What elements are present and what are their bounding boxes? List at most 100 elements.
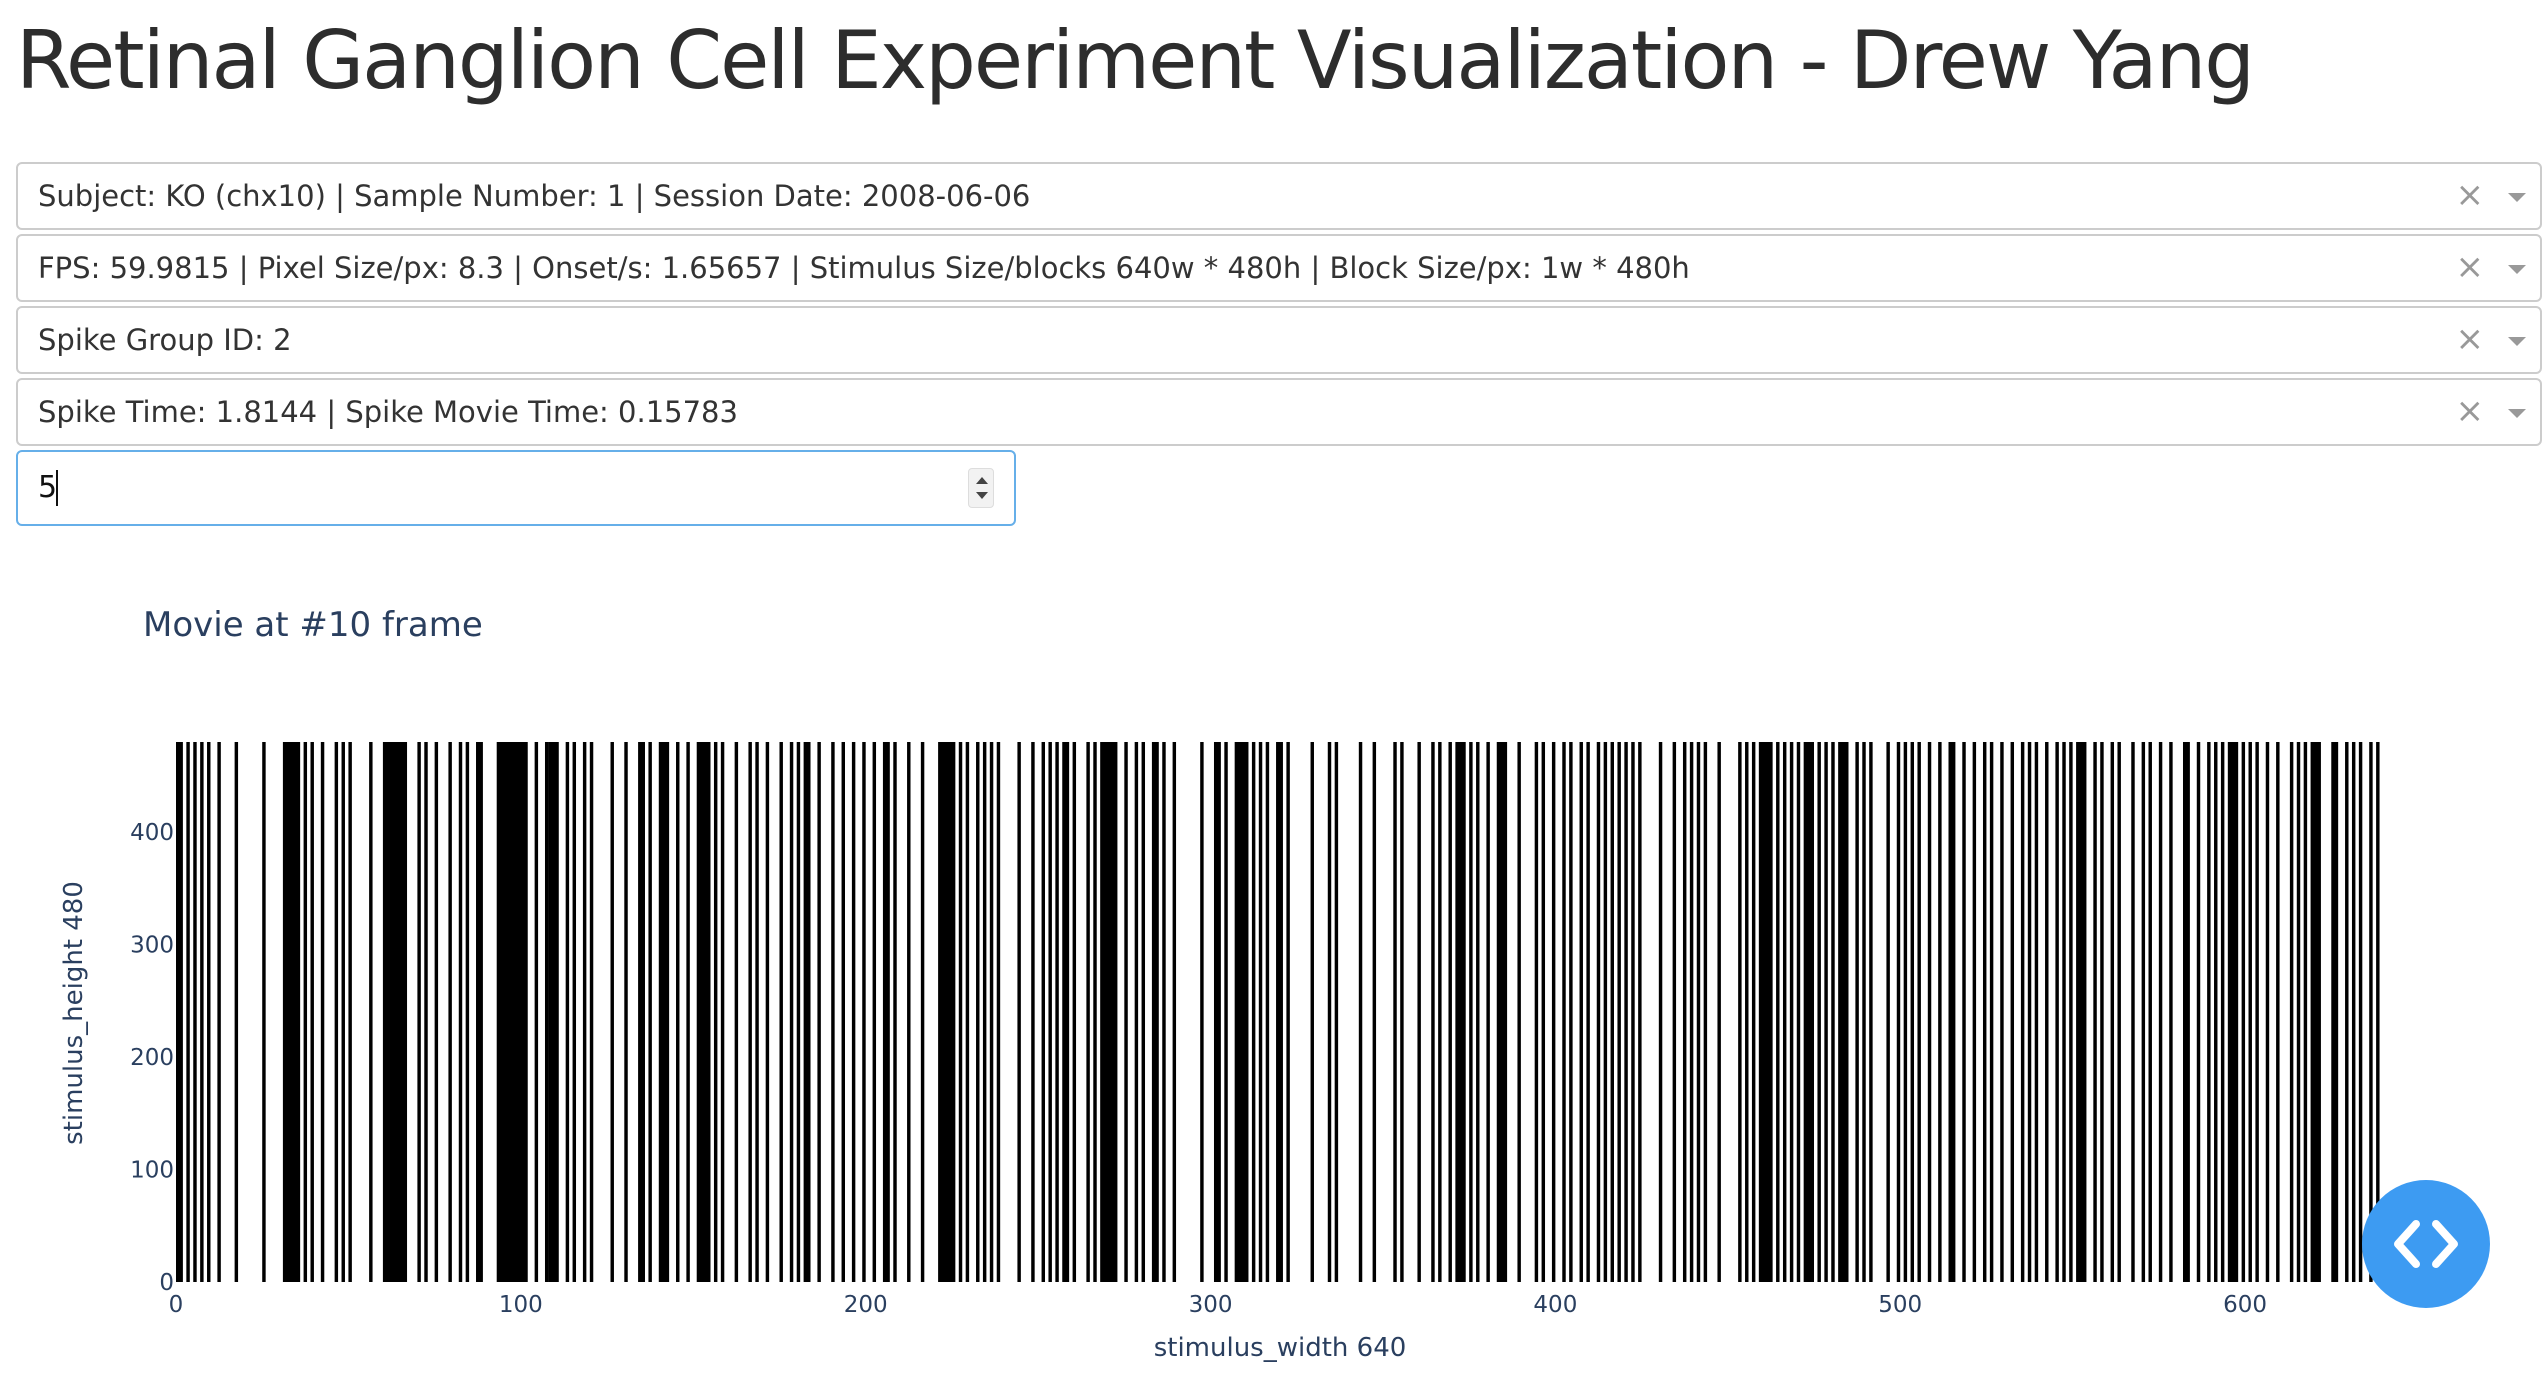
black-column-31: [589, 742, 594, 1282]
close-icon[interactable]: ×: [2455, 175, 2485, 215]
spike-time-dropdown-value: Spike Time: 1.8144 | Spike Movie Time: 0…: [38, 395, 738, 429]
black-column-114: [1579, 742, 1583, 1282]
x-tick-label: 400: [1533, 1292, 1577, 1318]
black-column-71: [1055, 742, 1059, 1282]
black-column-146: [1886, 742, 1890, 1282]
subject-dropdown[interactable]: Subject: KO (chx10) | Sample Number: 1 |…: [16, 162, 2542, 230]
black-column-182: [2227, 742, 2239, 1282]
x-tick-label: 200: [844, 1292, 888, 1318]
black-column-40: [713, 742, 718, 1282]
black-column-95: [1358, 742, 1363, 1282]
black-column-50: [817, 742, 821, 1282]
black-column-58: [907, 742, 911, 1282]
black-column-57: [893, 742, 897, 1282]
black-column-164: [2055, 742, 2059, 1282]
black-column-5: [217, 742, 221, 1282]
chevron-down-icon[interactable]: [2508, 409, 2526, 418]
text-cursor: [56, 470, 58, 506]
black-column-137: [1796, 742, 1801, 1282]
stepper-up-icon[interactable]: [976, 477, 988, 484]
black-column-180: [2214, 742, 2218, 1282]
black-column-138: [1803, 742, 1815, 1282]
black-column-77: [1124, 742, 1128, 1282]
black-column-47: [789, 742, 794, 1282]
black-column-109: [1534, 742, 1539, 1282]
black-column-142: [1838, 742, 1849, 1282]
black-column-43: [748, 742, 752, 1282]
chevron-down-icon[interactable]: [2508, 337, 2526, 346]
frame-number-value[interactable]: 5: [38, 470, 58, 505]
black-column-46: [779, 742, 783, 1282]
black-column-147: [1896, 742, 1901, 1282]
black-column-141: [1831, 742, 1835, 1282]
black-column-63: [976, 742, 980, 1282]
black-column-160: [2020, 742, 2025, 1282]
x-tick-label: 100: [499, 1292, 543, 1318]
black-column-157: [1989, 742, 1994, 1282]
black-column-193: [2345, 742, 2349, 1282]
black-column-62: [965, 742, 970, 1282]
black-column-102: [1448, 742, 1452, 1282]
black-column-174: [2148, 742, 2152, 1282]
black-column-163: [2045, 742, 2049, 1282]
black-column-65: [989, 742, 994, 1282]
black-column-60: [938, 742, 956, 1282]
chevron-down-icon[interactable]: [2508, 193, 2526, 202]
black-column-123: [1658, 742, 1663, 1282]
close-icon[interactable]: ×: [2455, 247, 2485, 287]
black-column-134: [1776, 742, 1780, 1282]
code-toggle-button[interactable]: [2362, 1180, 2490, 1308]
stimulus-dropdown[interactable]: FPS: 59.9815 | Pixel Size/px: 8.3 | Onse…: [16, 234, 2542, 302]
black-column-128: [1703, 742, 1708, 1282]
black-column-6: [234, 742, 239, 1282]
black-column-87: [1251, 742, 1256, 1282]
black-column-73: [1072, 742, 1077, 1282]
chart-title: Movie at #10 frame: [143, 605, 483, 645]
code-icon: [2394, 1220, 2458, 1268]
chevron-down-icon[interactable]: [2508, 265, 2526, 274]
black-column-83: [1200, 742, 1204, 1282]
black-column-195: [2358, 742, 2363, 1282]
stepper-down-icon[interactable]: [976, 492, 988, 499]
black-column-154: [1962, 742, 1966, 1282]
black-column-39: [696, 742, 711, 1282]
black-column-37: [676, 742, 680, 1282]
black-column-15: [369, 742, 373, 1282]
black-column-111: [1551, 742, 1556, 1282]
black-column-45: [765, 742, 770, 1282]
page-title: Retinal Ganglion Cell Experiment Visuali…: [16, 14, 2255, 107]
black-column-35: [648, 742, 652, 1282]
black-column-151: [1927, 742, 1932, 1282]
spike-time-dropdown[interactable]: Spike Time: 1.8144 | Spike Movie Time: 0…: [16, 378, 2542, 446]
black-column-17: [417, 742, 421, 1282]
black-column-197: [2376, 742, 2380, 1282]
movie-frame-chart: 0 100 200 300 400 500 600 0 100 200 300 400 stimul…: [59, 742, 2380, 1363]
close-icon[interactable]: ×: [2455, 319, 2485, 359]
black-column-0: [176, 742, 183, 1282]
black-column-19: [434, 742, 439, 1282]
black-column-53: [851, 742, 856, 1282]
black-column-7: [262, 742, 266, 1282]
close-icon[interactable]: ×: [2455, 391, 2485, 431]
black-column-61: [958, 742, 963, 1282]
stimulus-dropdown-value: FPS: 59.9815 | Pixel Size/px: 8.3 | Onse…: [38, 251, 1690, 285]
black-column-34: [638, 742, 645, 1282]
black-column-130: [1738, 742, 1742, 1282]
black-column-189: [2296, 742, 2301, 1282]
black-column-184: [2248, 742, 2252, 1282]
black-column-90: [1276, 742, 1283, 1282]
black-column-82: [1172, 742, 1177, 1282]
number-stepper[interactable]: [968, 468, 994, 508]
black-column-156: [1982, 742, 1987, 1282]
black-column-135: [1782, 742, 1787, 1282]
black-column-99: [1417, 742, 1421, 1282]
spike-group-dropdown[interactable]: Spike Group ID: 2 ×: [16, 306, 2542, 374]
black-column-1: [186, 742, 190, 1282]
black-column-145: [1869, 742, 1873, 1282]
black-column-51: [831, 742, 835, 1282]
frame-number-input[interactable]: 5: [16, 450, 1016, 526]
black-column-10: [310, 742, 314, 1282]
black-column-86: [1234, 742, 1249, 1282]
black-column-96: [1372, 742, 1377, 1282]
black-column-122: [1638, 742, 1642, 1282]
